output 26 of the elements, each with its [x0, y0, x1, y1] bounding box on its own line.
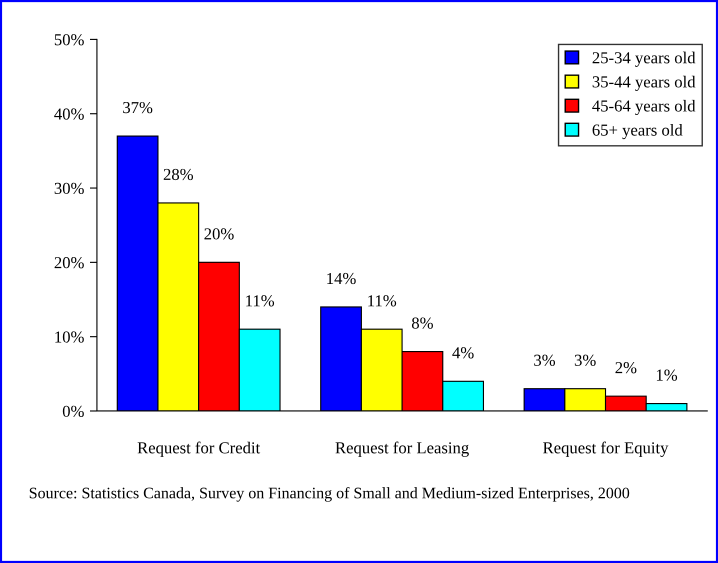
data-label: 11%	[246, 295, 274, 306]
x-tick-label: Request for Credit	[138, 442, 260, 457]
data-label: 8%	[412, 317, 433, 329]
legend-label: 65+ years old	[592, 124, 683, 140]
data-label: 3%	[534, 354, 556, 366]
y-tick-label: 20%	[54, 257, 84, 268]
data-label: 4%	[452, 347, 474, 358]
x-tick-label: Request for Leasing	[335, 442, 469, 457]
data-label: 20%	[204, 228, 234, 240]
y-tick-label: 50%	[54, 34, 84, 46]
y-tick-label: 30%	[54, 182, 84, 194]
legend-label: 35-44 years old	[592, 76, 696, 91]
data-label: 14%	[327, 272, 356, 284]
x-tick-label: Request for Equity	[543, 442, 668, 457]
data-label: 37%	[123, 102, 152, 114]
data-label: 11%	[368, 295, 396, 306]
legend-label: 25-34 years old	[592, 52, 696, 67]
data-label: 28%	[164, 168, 194, 180]
source-note: Source: Statistics Canada, Survey on Financing of Small and Medium-sized Enterprises, 2000	[30, 486, 630, 502]
legend-label: 45-64 years old	[592, 100, 696, 116]
data-label: 3%	[574, 354, 596, 366]
y-tick-label: 40%	[54, 108, 84, 120]
y-tick-label: 0%	[62, 406, 84, 417]
data-label: 2%	[615, 362, 636, 374]
y-tick-label: 10%	[55, 331, 84, 343]
data-label: 1%	[656, 369, 678, 381]
